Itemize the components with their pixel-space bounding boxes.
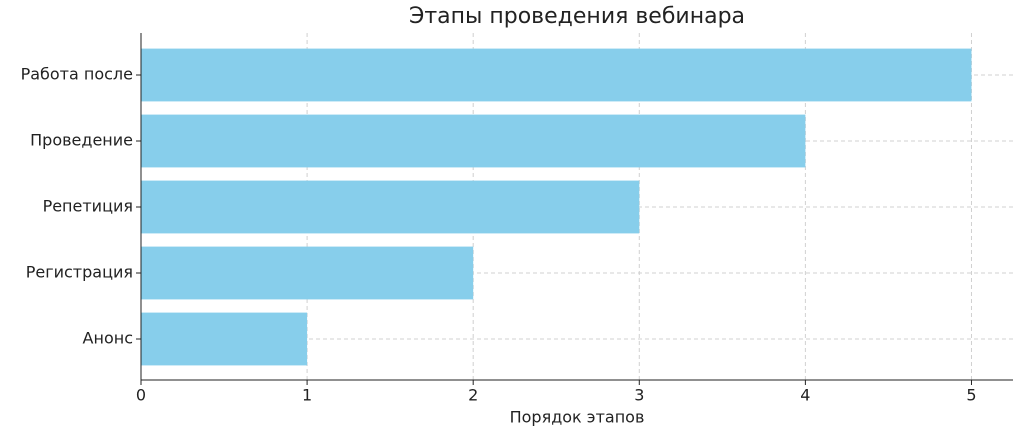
y-tick-label: Анонс: [83, 329, 133, 348]
x-axis-label: Порядок этапов: [510, 408, 645, 427]
chart-title: Этапы проведения вебинара: [409, 4, 745, 29]
bar: [141, 312, 308, 366]
y-tick-label: Работа после: [21, 65, 133, 84]
bar: [141, 180, 640, 234]
x-tick-label: 4: [800, 386, 810, 405]
x-tick-label: 5: [966, 386, 976, 405]
x-tick-label: 2: [468, 386, 478, 405]
y-tick-label: Проведение: [30, 131, 133, 150]
y-tick-label: Регистрация: [26, 263, 133, 282]
bar: [141, 114, 806, 168]
y-tick-label: Репетиция: [43, 197, 133, 216]
bar: [141, 246, 474, 300]
x-tick-label: 0: [136, 386, 146, 405]
bar: [141, 48, 972, 102]
x-tick-label: 3: [634, 386, 644, 405]
x-tick-label: 1: [302, 386, 312, 405]
